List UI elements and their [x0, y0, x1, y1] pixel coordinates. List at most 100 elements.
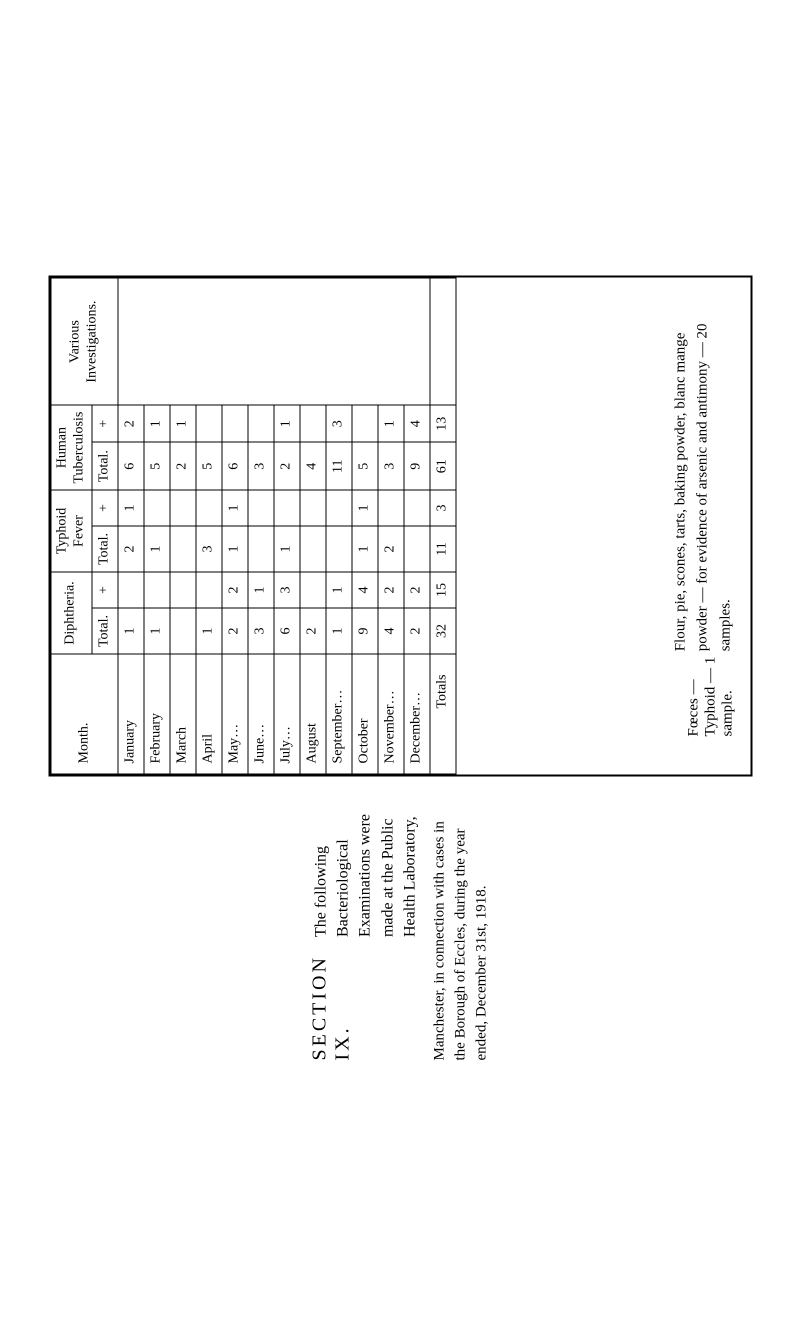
typh-total-cell: 2 [378, 526, 404, 572]
month-cell: September… [326, 654, 352, 774]
typh-total-cell [326, 526, 352, 572]
tot-tb-total: 61 [430, 442, 456, 490]
tot-typh-plus: 3 [430, 490, 456, 526]
page-root: SECTION IX. The following Bacteriologica… [41, 268, 761, 1069]
tb-plus-cell: 2 [118, 405, 144, 442]
diph-total-cell: 2 [300, 608, 326, 654]
sub-tb-plus: + [92, 405, 118, 442]
tb-total-cell: 5 [196, 442, 222, 490]
diph-total-cell: 1 [144, 608, 170, 654]
typh-total-cell [170, 526, 196, 572]
faeces-note: Fœces — Typhoid — 1 sample. [686, 651, 737, 736]
typh-plus-cell: 1 [352, 490, 378, 526]
typh-plus-cell [378, 490, 404, 526]
month-cell: June… [248, 654, 274, 774]
month-cell: May… [222, 654, 248, 774]
month-cell: January [118, 654, 144, 774]
month-cell: December… [404, 654, 430, 774]
typh-plus-cell: 1 [118, 490, 144, 526]
tb-plus-cell: 1 [274, 405, 300, 442]
section-description: The following Bacteriological Examinatio… [310, 801, 422, 938]
col-month: Month. [51, 654, 118, 774]
tb-plus-cell: 1 [378, 405, 404, 442]
tb-total-cell: 6 [118, 442, 144, 490]
typh-total-cell [404, 526, 430, 572]
diph-plus-cell: 2 [222, 572, 248, 608]
diph-plus-cell [118, 572, 144, 608]
diph-total-cell: 3 [248, 608, 274, 654]
diph-total-cell: 1 [326, 608, 352, 654]
col-human-tb: Human Tuberculosis [51, 405, 92, 490]
tot-typh-total: 11 [430, 526, 456, 572]
diph-plus-cell [196, 572, 222, 608]
diph-total-cell: 4 [378, 608, 404, 654]
tot-diph-total: 32 [430, 608, 456, 654]
tb-total-cell: 9 [404, 442, 430, 490]
typh-total-cell: 1 [222, 526, 248, 572]
sub-diph-plus: + [92, 572, 118, 608]
tb-plus-cell [352, 405, 378, 442]
flour-note: Flour, pie, scones, tarts, baking powder… [669, 292, 737, 652]
data-table: Month. Diphtheria. Typhoid Fever Human T… [51, 278, 457, 775]
typh-total-cell: 1 [144, 526, 170, 572]
typh-plus-cell [144, 490, 170, 526]
tb-total-cell: 5 [144, 442, 170, 490]
tb-total-cell: 4 [300, 442, 326, 490]
tb-total-cell: 3 [248, 442, 274, 490]
typh-total-cell [248, 526, 274, 572]
tb-total-cell: 3 [378, 442, 404, 490]
diph-plus-cell [170, 572, 196, 608]
tb-total-cell: 2 [274, 442, 300, 490]
typh-total-cell [300, 526, 326, 572]
month-cell: October [352, 654, 378, 774]
month-cell: April [196, 654, 222, 774]
col-various: Various Investigations. [51, 278, 118, 405]
diph-plus-cell: 3 [274, 572, 300, 608]
totals-label: Totals [430, 654, 456, 774]
tb-plus-cell: 1 [144, 405, 170, 442]
page-heading-block: SECTION IX. The following Bacteriologica… [49, 801, 753, 1061]
tb-total-cell: 11 [326, 442, 352, 490]
section-title-row: SECTION IX. The following Bacteriologica… [308, 801, 422, 1061]
diph-total-cell: 9 [352, 608, 378, 654]
tb-plus-cell [300, 405, 326, 442]
diph-plus-cell: 4 [352, 572, 378, 608]
typh-plus-cell: 1 [222, 490, 248, 526]
tb-plus-cell [196, 405, 222, 442]
month-cell: August [300, 654, 326, 774]
month-cell: March [170, 654, 196, 774]
tb-plus-cell [222, 405, 248, 442]
tb-total-cell: 2 [170, 442, 196, 490]
table-body: January12162February1151March21April135M… [118, 278, 430, 774]
section-number: SECTION IX. [308, 955, 354, 1060]
typh-plus-cell [300, 490, 326, 526]
tb-plus-cell [248, 405, 274, 442]
diph-plus-cell: 2 [404, 572, 430, 608]
section-subdescription: Manchester, in connection with cases in … [430, 801, 493, 1061]
tb-total-cell: 5 [352, 442, 378, 490]
notes-left: Fœces — Typhoid — 1 sample. [686, 651, 737, 760]
diph-plus-cell [144, 572, 170, 608]
month-cell: November… [378, 654, 404, 774]
typh-total-cell: 1 [352, 526, 378, 572]
col-typhoid: Typhoid Fever [51, 490, 92, 572]
typh-plus-cell [196, 490, 222, 526]
table-row: January12162 [118, 278, 144, 774]
col-diphtheria: Diphtheria. [51, 572, 92, 654]
diph-total-cell: 2 [222, 608, 248, 654]
diph-total-cell: 2 [404, 608, 430, 654]
tot-tb-plus: 13 [430, 405, 456, 442]
sub-typh-total: Total. [92, 526, 118, 572]
typh-total-cell: 1 [274, 526, 300, 572]
typh-plus-cell [274, 490, 300, 526]
sub-typh-plus: + [92, 490, 118, 526]
typh-total-cell: 3 [196, 526, 222, 572]
tot-various [430, 278, 456, 405]
typh-plus-cell [170, 490, 196, 526]
month-cell: February [144, 654, 170, 774]
tb-total-cell: 6 [222, 442, 248, 490]
table-wrapper: Month. Diphtheria. Typhoid Fever Human T… [49, 276, 753, 777]
sub-tb-total: Total. [92, 442, 118, 490]
diph-plus-cell: 2 [378, 572, 404, 608]
tb-plus-cell: 3 [326, 405, 352, 442]
